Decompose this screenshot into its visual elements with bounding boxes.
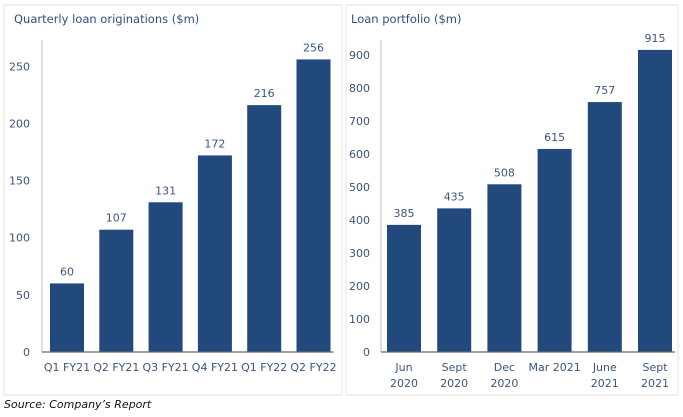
right-x-tick-label: Jun — [394, 361, 412, 374]
left-bar — [247, 105, 282, 353]
left-y-tick-label: 0 — [23, 346, 30, 359]
right-data-label: 615 — [544, 131, 565, 144]
right-data-label: 508 — [494, 166, 515, 179]
right-bar — [487, 184, 522, 352]
right-x-tick-label: 2020 — [490, 377, 518, 390]
left-data-label: 60 — [60, 265, 74, 278]
left-panel-border — [3, 4, 343, 396]
left-bar — [99, 229, 134, 352]
right-y-tick-label: 300 — [349, 247, 370, 260]
left-x-tick-label: Q3 FY21 — [142, 361, 188, 374]
left-bar — [197, 155, 232, 352]
left-y-tick-label: 100 — [9, 232, 30, 245]
left-x-tick-label: Q1 FY21 — [44, 361, 90, 374]
left-y-tick-label: 200 — [9, 117, 30, 130]
right-y-tick-label: 200 — [349, 280, 370, 293]
left-chart-title: Quarterly loan originations ($m) — [14, 12, 199, 26]
right-x-tick-label: 2020 — [440, 377, 468, 390]
left-data-label: 216 — [254, 87, 275, 100]
right-y-tick-label: 800 — [349, 82, 370, 95]
right-y-tick-label: 100 — [349, 313, 370, 326]
right-y-tick-label: 500 — [349, 181, 370, 194]
right-x-tick-label: Dec — [494, 361, 515, 374]
right-data-label: 915 — [645, 32, 666, 45]
right-y-tick-label: 700 — [349, 115, 370, 128]
right-bar — [587, 102, 622, 352]
right-y-tick-label: 0 — [363, 346, 370, 359]
right-y-tick-label: 400 — [349, 214, 370, 227]
right-bar — [387, 224, 421, 352]
right-chart-title: Loan portfolio ($m) — [351, 12, 461, 26]
right-x-tick-label: June — [592, 361, 617, 374]
right-x-tick-label: Mar 2021 — [528, 361, 580, 374]
left-x-tick-label: Q4 FY21 — [192, 361, 238, 374]
right-data-label: 757 — [594, 84, 615, 97]
right-x-tick-label: 2021 — [591, 377, 619, 390]
right-x-tick-label: Sept — [642, 361, 668, 374]
right-data-label: 435 — [444, 190, 465, 203]
left-x-tick-label: Q2 FY22 — [290, 361, 336, 374]
right-data-label: 385 — [394, 207, 415, 220]
right-y-tick-label: 600 — [349, 148, 370, 161]
left-bar — [148, 202, 183, 352]
right-bar — [537, 148, 572, 352]
right-bar — [638, 49, 672, 353]
right-panel-border — [345, 4, 679, 396]
right-x-tick-label: Sept — [442, 361, 468, 374]
left-data-label: 256 — [303, 41, 324, 54]
left-data-label: 172 — [204, 137, 225, 150]
right-x-tick-label: 2020 — [390, 377, 418, 390]
left-x-tick-label: Q2 FY21 — [93, 361, 139, 374]
left-y-tick-label: 250 — [9, 60, 30, 73]
left-y-tick-label: 150 — [9, 175, 30, 188]
right-bar — [437, 208, 472, 352]
left-bar — [296, 59, 331, 353]
left-y-tick-label: 50 — [16, 289, 30, 302]
left-data-label: 131 — [155, 184, 176, 197]
left-x-tick-label: Q1 FY22 — [241, 361, 287, 374]
source-note: Source: Company’s Report — [4, 398, 152, 411]
right-y-tick-label: 900 — [349, 49, 370, 62]
right-x-tick-label: 2021 — [641, 377, 669, 390]
left-bar — [50, 283, 84, 352]
left-data-label: 107 — [106, 212, 127, 225]
